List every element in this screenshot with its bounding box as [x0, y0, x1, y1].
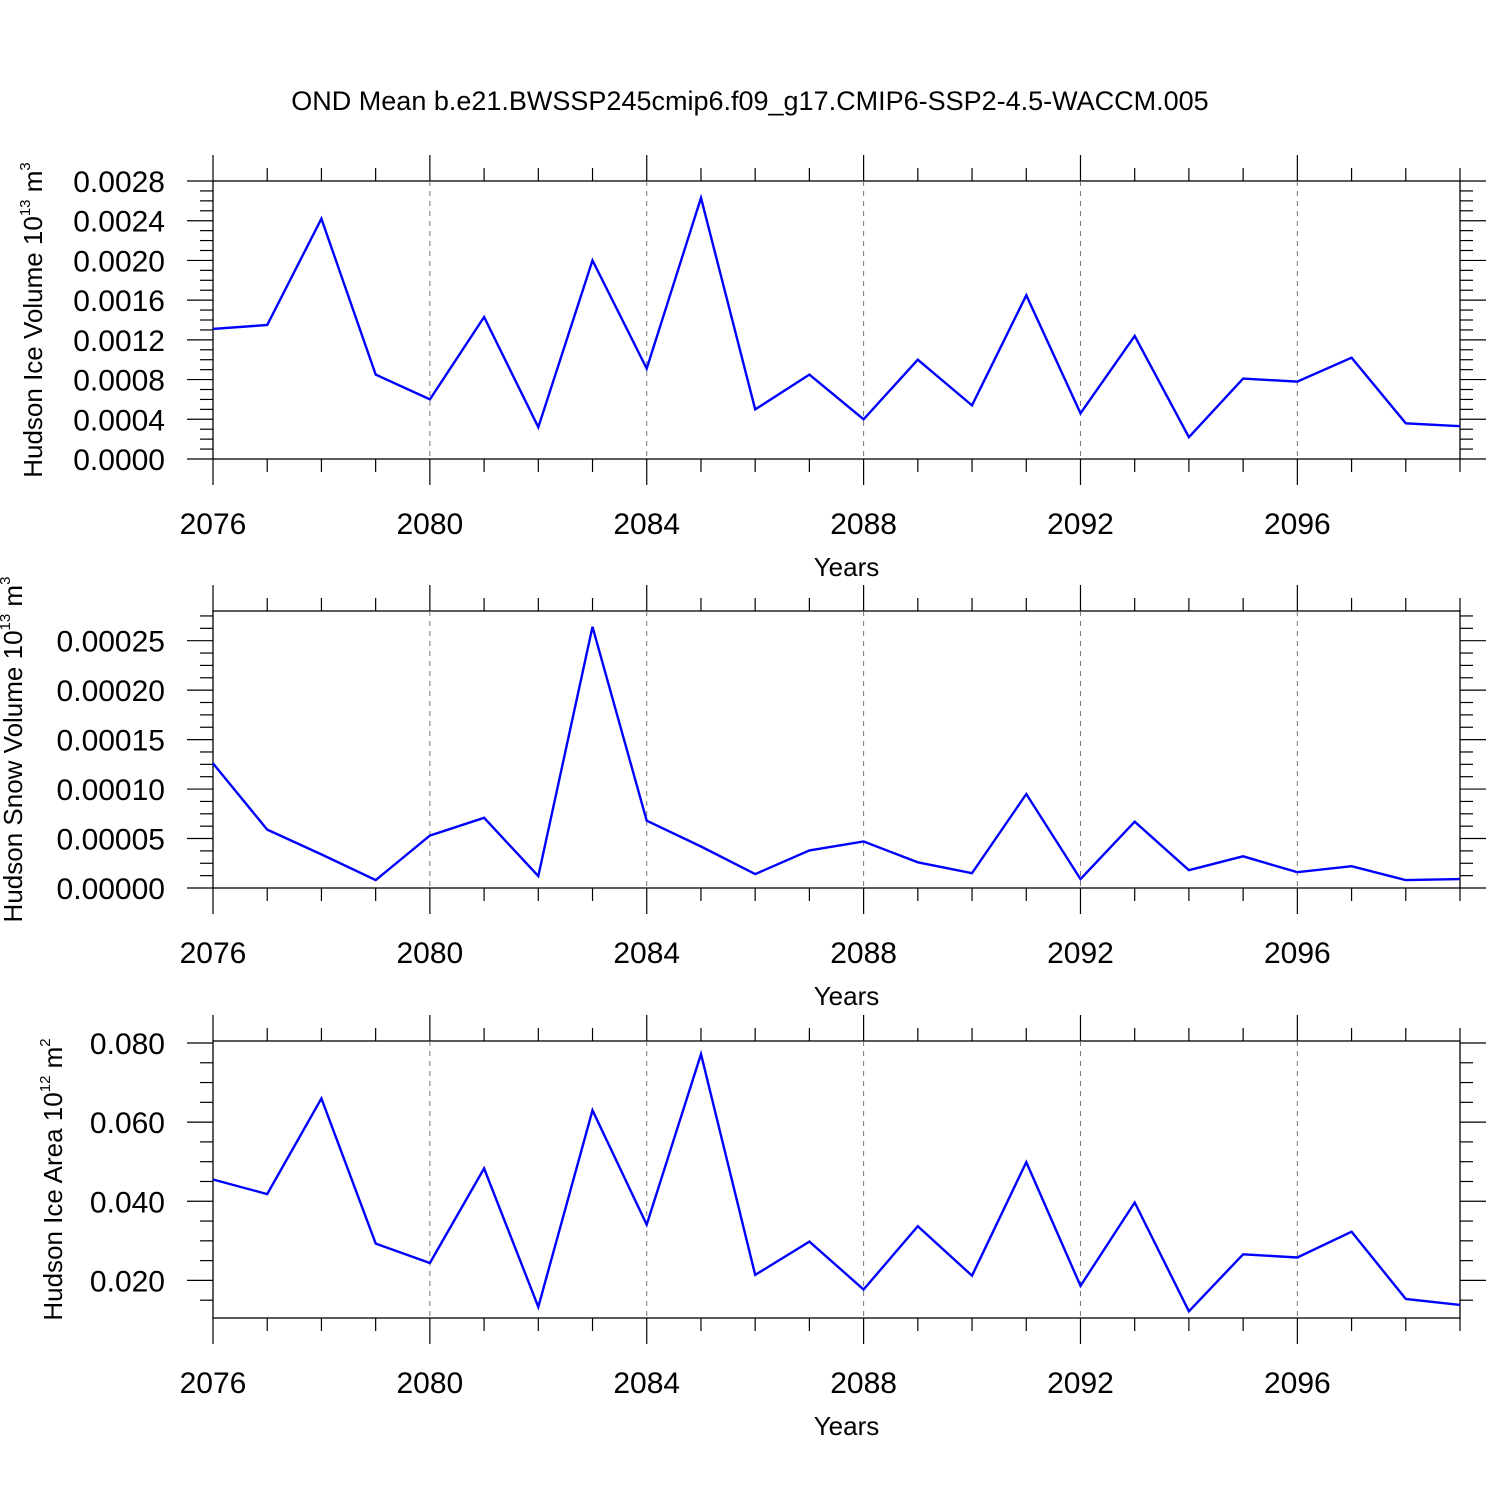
chart-panel-2: 2076 2080 2084 2088 2092 2096 0.00000 0.00005 0.…: [0, 577, 1486, 1011]
x-tick-label: 2076: [180, 508, 247, 541]
data-series-line: [212, 626, 1461, 882]
y-tick-label: 0.060: [90, 1107, 165, 1140]
x-tick-label: 2092: [1047, 508, 1114, 541]
y-tick-label: 0.020: [90, 1265, 165, 1298]
plot-frame: [212, 610, 1461, 889]
x-tick-label: 2084: [613, 1367, 680, 1400]
data-series-line: [212, 193, 1461, 440]
y-tick-label: 0.00015: [57, 725, 165, 758]
y-axis-title: Hudson Ice Volume 1013 m3: [17, 162, 48, 478]
figure-title: OND Mean b.e21.BWSSP245cmip6.f09_g17.CMI…: [291, 86, 1208, 116]
x-tick-label: 2080: [396, 937, 463, 970]
x-tick-label: 2096: [1264, 1367, 1331, 1400]
y-tick-label: 0.00020: [57, 675, 165, 708]
y-tick-label: 0.0008: [73, 365, 165, 398]
chart-panel-1: 2076 2080 2084 2088 2092 2096 0.0000 0.0004 0.00…: [17, 155, 1486, 582]
x-axis-title: Years: [814, 981, 880, 1011]
x-tick-label: 2076: [180, 1367, 247, 1400]
panels-group: 2076 2080 2084 2088 2092 2096 0.0000 0.0004 0.00…: [0, 155, 1486, 1441]
x-tick-label: 2076: [180, 937, 247, 970]
y-tick-label: 0.0004: [73, 404, 165, 437]
y-tick-label: 0.0012: [73, 325, 165, 358]
x-tick-label: 2088: [830, 508, 897, 541]
y-tick-label: 0.0016: [73, 285, 165, 318]
x-tick-label: 2084: [613, 937, 680, 970]
data-series-line: [212, 1049, 1461, 1314]
y-tick-label: 0.00010: [57, 774, 165, 807]
x-tick-label: 2096: [1264, 937, 1331, 970]
x-axis-title: Years: [814, 552, 880, 582]
y-tick-label: 0.080: [90, 1028, 165, 1061]
y-tick-label: 0.00000: [57, 873, 165, 906]
y-axis-title: Hudson Snow Volume 1013 m3: [0, 577, 28, 923]
y-tick-label: 0.0024: [73, 206, 165, 239]
x-tick-label: 2088: [830, 937, 897, 970]
x-tick-label: 2092: [1047, 937, 1114, 970]
x-tick-label: 2080: [396, 508, 463, 541]
x-tick-label: 2080: [396, 1367, 463, 1400]
plot-frame: [212, 180, 1461, 460]
y-tick-label: 0.0000: [73, 444, 165, 477]
x-tick-label: 2092: [1047, 1367, 1114, 1400]
y-tick-label: 0.00025: [57, 626, 165, 659]
y-tick-label: 0.0020: [73, 245, 165, 278]
y-axis-title: Hudson Ice Area 1012 m2: [37, 1038, 68, 1320]
plot-frame: [212, 1040, 1461, 1319]
x-tick-label: 2088: [830, 1367, 897, 1400]
y-tick-label: 0.040: [90, 1186, 165, 1219]
chart-panel-3: 2076 2080 2084 2088 2092 2096 0.020 0.040 0.060 0…: [37, 1015, 1486, 1441]
y-tick-label: 0.0028: [73, 166, 165, 199]
x-tick-label: 2096: [1264, 508, 1331, 541]
x-axis-title: Years: [814, 1411, 880, 1441]
y-tick-label: 0.00005: [57, 824, 165, 857]
x-tick-label: 2084: [613, 508, 680, 541]
